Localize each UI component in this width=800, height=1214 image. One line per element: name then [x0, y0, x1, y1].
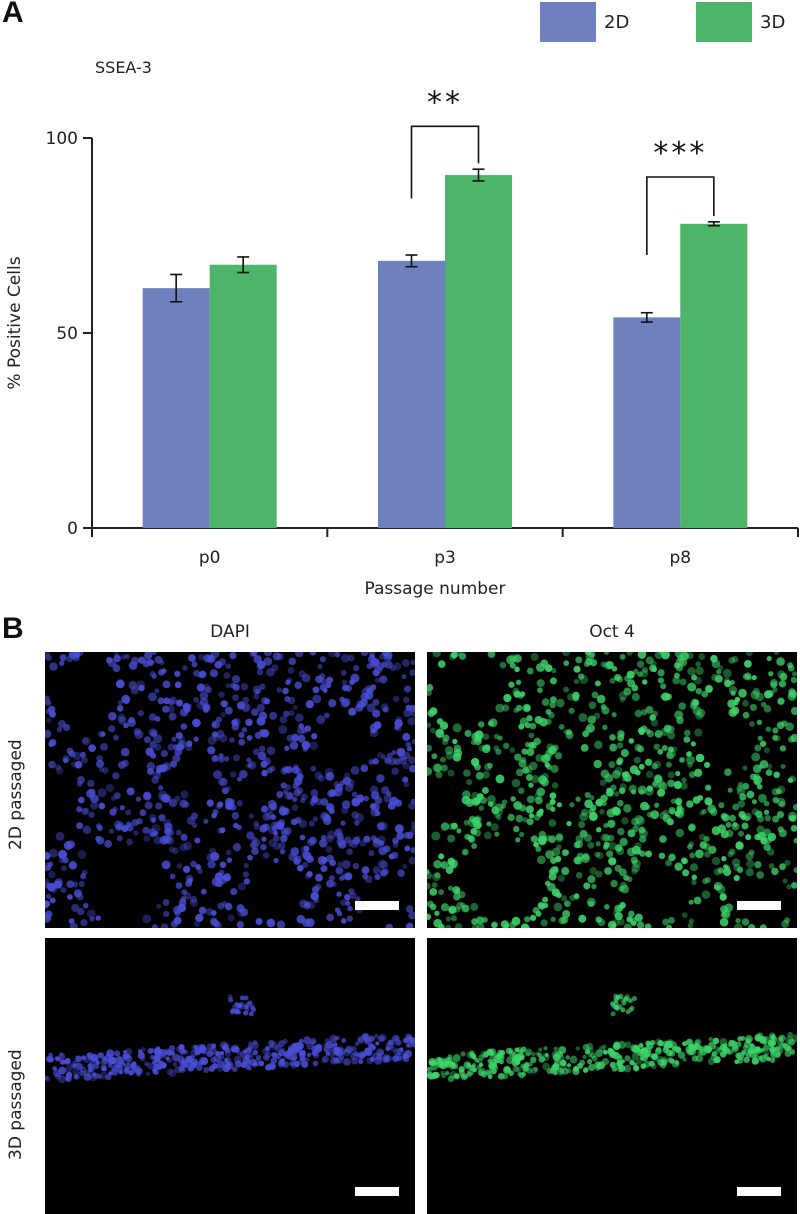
bar-3d-p8	[680, 223, 748, 529]
bar-2d-p0	[142, 288, 210, 528]
row-title-3d-passaged: 3D passaged	[6, 1049, 26, 1160]
y-tick-label: 50	[56, 324, 78, 344]
panel-b-letter: B	[2, 612, 24, 645]
y-tick-label: 100	[46, 129, 78, 149]
legend-swatch-2d	[540, 2, 596, 42]
scale-bar	[355, 901, 399, 910]
column-title-dapi: DAPI	[210, 622, 250, 642]
significance-label: **	[427, 85, 463, 120]
cell-texture	[427, 652, 797, 928]
scale-bar	[737, 1187, 781, 1196]
micrograph-dapi-2d	[45, 652, 415, 928]
scale-bar	[355, 1187, 399, 1196]
micrograph-oct4-3d	[427, 938, 797, 1214]
row-title-2d-passaged: 2D passaged	[6, 739, 26, 850]
cell-texture	[45, 994, 415, 1084]
micrograph-oct4-2d	[427, 652, 797, 928]
panel-a-letter: A	[2, 0, 24, 29]
legend-label-2d: 2D	[604, 12, 630, 33]
x-axis-label: Passage number	[364, 579, 505, 599]
chart-subtitle: SSEA-3	[95, 58, 152, 77]
significance-label: ***	[653, 136, 707, 171]
legend-label-3d: 3D	[760, 12, 786, 33]
x-tick-label: p8	[670, 548, 692, 568]
column-title-oct4: Oct 4	[589, 622, 635, 642]
cell-texture	[427, 993, 797, 1083]
y-tick-label: 0	[67, 519, 78, 539]
cell-texture	[45, 652, 415, 928]
micrograph-dapi-3d	[45, 938, 415, 1214]
bar-3d-p3	[445, 175, 512, 529]
significance-bracket	[410, 125, 480, 199]
y-axis-label: % Positive Cells	[5, 256, 25, 389]
bar-2d-p3	[378, 260, 445, 528]
x-tick-label: p3	[434, 548, 456, 568]
scale-bar	[737, 901, 781, 910]
bar-3d-p0	[209, 264, 277, 528]
x-tick-label: p0	[199, 548, 221, 568]
significance-bracket	[646, 176, 715, 255]
legend-swatch-3d	[696, 2, 752, 42]
bar-2d-p8	[613, 317, 681, 528]
